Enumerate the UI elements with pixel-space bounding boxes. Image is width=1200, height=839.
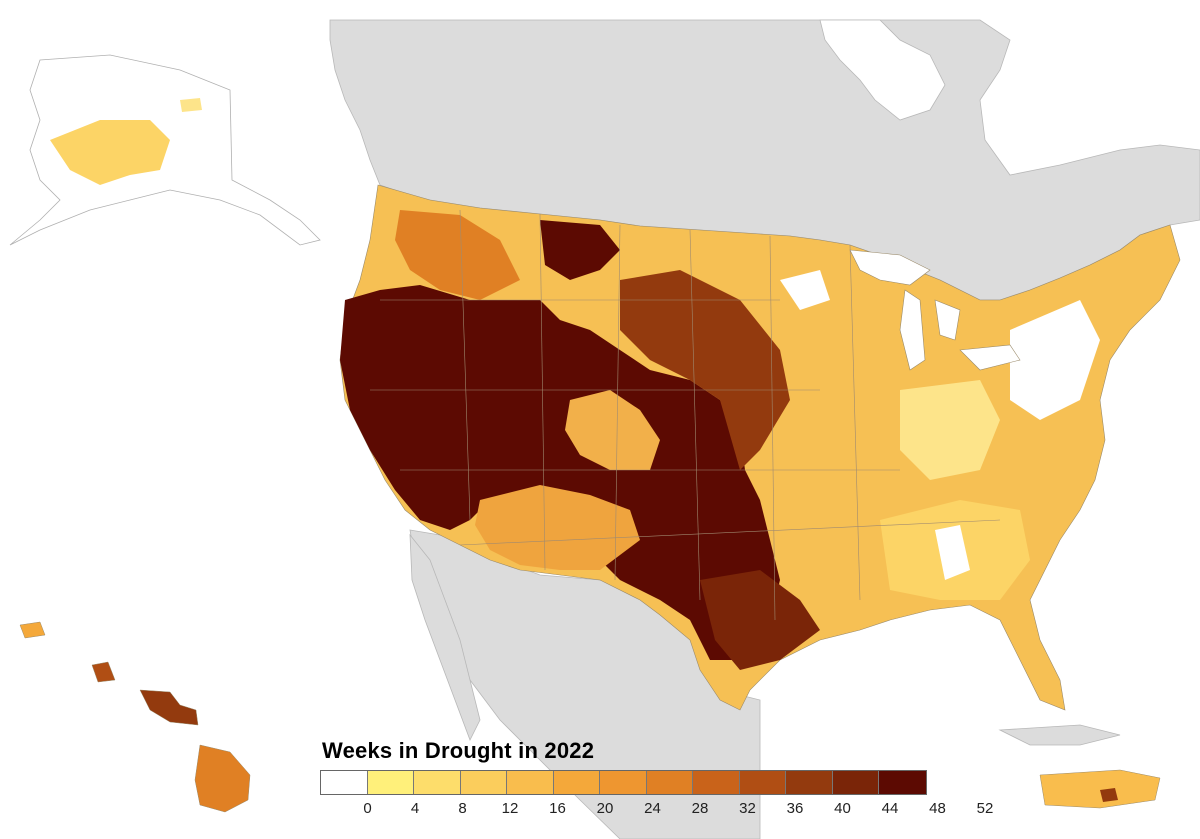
legend-tick-label: 4 [410, 800, 420, 817]
montana-extreme [540, 220, 620, 280]
legend-ticks: 0 4 8 12 16 20 24 28 32 36 40 44 48 52 [320, 800, 1000, 820]
alabama-white [935, 525, 970, 580]
legend-tick-label: 12 [501, 800, 519, 817]
baja-land [409, 533, 481, 741]
hawaii-maui [139, 689, 199, 726]
legend-tick-label: 0 [363, 800, 372, 817]
legend-swatch [507, 771, 554, 794]
alaska-drought-small [180, 98, 202, 112]
state-borders [370, 209, 1001, 621]
texas-severe [700, 570, 820, 670]
legend-tick-label: 44 [881, 800, 899, 817]
legend-swatch [693, 771, 740, 794]
legend-swatch [600, 771, 647, 794]
legend-swatch [786, 771, 833, 794]
alaska-drought [50, 120, 170, 185]
hawaii-kauai [19, 621, 46, 639]
colorado-pocket [565, 390, 660, 470]
ohio-pale [900, 380, 1000, 480]
legend-swatch [460, 771, 507, 794]
legend-tick-label: 32 [739, 800, 756, 817]
west-extreme [340, 285, 780, 660]
legend-swatch [321, 771, 368, 794]
legend-title: Weeks in Drought in 2022 [322, 738, 595, 763]
northwest-mid [395, 210, 520, 300]
legend-swatch [367, 771, 414, 794]
great-lakes [849, 249, 1021, 371]
cuba-land [998, 724, 1121, 746]
legend-color-scale [320, 770, 927, 795]
legend-swatch [832, 771, 879, 794]
legend-tick-label: 8 [458, 800, 467, 817]
legend-tick-label: 52 [976, 800, 994, 817]
hawaii-big-island [194, 744, 251, 813]
legend-tick-label: 48 [929, 800, 946, 817]
legend-swatch [414, 771, 461, 794]
legend-tick-label: 36 [786, 800, 804, 817]
puerto-rico-dark [1100, 788, 1118, 802]
legend-tick-label: 20 [596, 800, 614, 817]
midwest-white [780, 270, 830, 310]
legend-tick-label: 16 [549, 800, 566, 817]
plains-severe [620, 270, 790, 470]
legend-tick-label: 28 [691, 800, 709, 817]
legend-tick-label: 40 [834, 800, 851, 817]
legend-swatch [879, 771, 926, 794]
hawaii-oahu [91, 661, 116, 683]
puerto-rico [1039, 769, 1161, 809]
legend-swatch [646, 771, 693, 794]
legend-swatch [739, 771, 786, 794]
ohio-valley-white [1010, 300, 1100, 420]
arizona-lighter [475, 485, 640, 570]
legend-swatch [553, 771, 600, 794]
hudson-bay [819, 19, 946, 121]
legend-tick-label: 24 [644, 800, 661, 817]
